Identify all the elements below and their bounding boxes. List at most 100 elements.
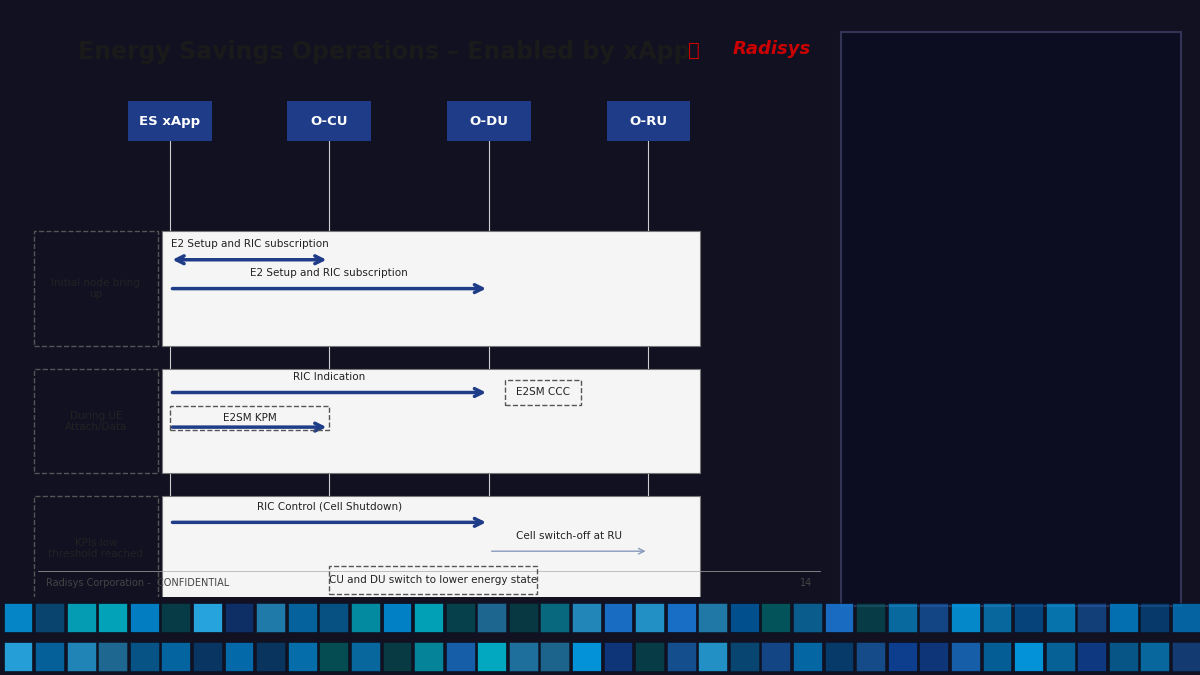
Bar: [1014, 603, 1043, 632]
Bar: [1109, 642, 1138, 671]
Bar: [478, 603, 506, 632]
Bar: [414, 603, 443, 632]
FancyArrowPatch shape: [492, 548, 644, 554]
Bar: [1172, 603, 1200, 632]
Bar: [540, 603, 569, 632]
FancyBboxPatch shape: [606, 101, 690, 142]
Text: Radisys: Radisys: [732, 40, 810, 59]
Bar: [478, 642, 506, 671]
Bar: [224, 642, 253, 671]
FancyArrowPatch shape: [173, 518, 482, 526]
FancyArrowPatch shape: [173, 423, 323, 431]
Bar: [888, 603, 917, 632]
Bar: [1172, 642, 1200, 671]
Bar: [130, 642, 158, 671]
Bar: [224, 603, 253, 632]
Text: Ⓡ: Ⓡ: [689, 40, 700, 59]
Bar: [919, 642, 948, 671]
Bar: [604, 603, 632, 632]
Bar: [919, 603, 948, 632]
Text: E2SM CCC: E2SM CCC: [516, 387, 570, 398]
Bar: [824, 603, 853, 632]
Bar: [983, 603, 1012, 632]
Text: Cell switch-off at RU: Cell switch-off at RU: [516, 531, 622, 541]
Bar: [950, 642, 979, 671]
Bar: [162, 496, 701, 600]
Bar: [193, 642, 222, 671]
Bar: [98, 642, 127, 671]
Text: E2SM KPM: E2SM KPM: [222, 413, 276, 423]
Bar: [257, 642, 286, 671]
Bar: [1045, 642, 1074, 671]
FancyBboxPatch shape: [127, 101, 211, 142]
Bar: [383, 642, 412, 671]
Bar: [414, 642, 443, 671]
Bar: [793, 603, 822, 632]
Bar: [824, 642, 853, 671]
Bar: [730, 603, 758, 632]
Bar: [4, 642, 32, 671]
Bar: [4, 603, 32, 632]
Text: ES xApp: ES xApp: [139, 115, 200, 128]
Bar: [257, 603, 286, 632]
FancyArrowPatch shape: [173, 389, 482, 396]
Bar: [67, 642, 96, 671]
Bar: [667, 642, 696, 671]
Bar: [1045, 603, 1074, 632]
Bar: [445, 642, 474, 671]
Bar: [509, 603, 538, 632]
Bar: [288, 603, 317, 632]
Text: KPIs low
threshold reached: KPIs low threshold reached: [48, 537, 143, 559]
Text: O-DU: O-DU: [469, 115, 509, 128]
FancyBboxPatch shape: [287, 101, 371, 142]
Text: RIC Control (Cell Shutdown): RIC Control (Cell Shutdown): [257, 502, 402, 512]
Bar: [950, 603, 979, 632]
Bar: [667, 603, 696, 632]
Bar: [762, 642, 791, 671]
Text: Radisys Corporation -  CONFIDENTIAL: Radisys Corporation - CONFIDENTIAL: [46, 578, 229, 588]
Text: O-CU: O-CU: [311, 115, 348, 128]
Bar: [319, 603, 348, 632]
Bar: [98, 603, 127, 632]
Bar: [34, 496, 157, 600]
Bar: [169, 406, 329, 430]
Bar: [698, 642, 727, 671]
Bar: [1140, 603, 1169, 632]
Bar: [162, 231, 701, 346]
Bar: [540, 642, 569, 671]
Bar: [35, 642, 64, 671]
Text: 14: 14: [799, 578, 812, 588]
Bar: [1014, 642, 1043, 671]
Bar: [383, 603, 412, 632]
Bar: [162, 642, 191, 671]
Bar: [130, 603, 158, 632]
Bar: [1109, 603, 1138, 632]
Bar: [350, 642, 379, 671]
Bar: [730, 642, 758, 671]
Bar: [1078, 603, 1106, 632]
Bar: [793, 642, 822, 671]
Text: E2 Setup and RIC subscription: E2 Setup and RIC subscription: [251, 268, 408, 278]
Text: RIC Indication: RIC Indication: [293, 372, 365, 382]
Bar: [604, 642, 632, 671]
Text: O-RU: O-RU: [629, 115, 667, 128]
Bar: [350, 603, 379, 632]
Bar: [67, 603, 96, 632]
Bar: [635, 642, 664, 671]
FancyArrowPatch shape: [173, 285, 482, 292]
FancyBboxPatch shape: [446, 101, 530, 142]
Bar: [857, 603, 886, 632]
Bar: [635, 603, 664, 632]
Bar: [857, 642, 886, 671]
Bar: [1078, 642, 1106, 671]
Bar: [983, 642, 1012, 671]
Text: Initial node bring
up: Initial node bring up: [52, 278, 140, 300]
Bar: [162, 369, 701, 473]
Bar: [505, 381, 581, 404]
Bar: [888, 642, 917, 671]
Bar: [572, 603, 601, 632]
Bar: [319, 642, 348, 671]
Bar: [162, 603, 191, 632]
Bar: [34, 231, 157, 346]
Bar: [193, 603, 222, 632]
